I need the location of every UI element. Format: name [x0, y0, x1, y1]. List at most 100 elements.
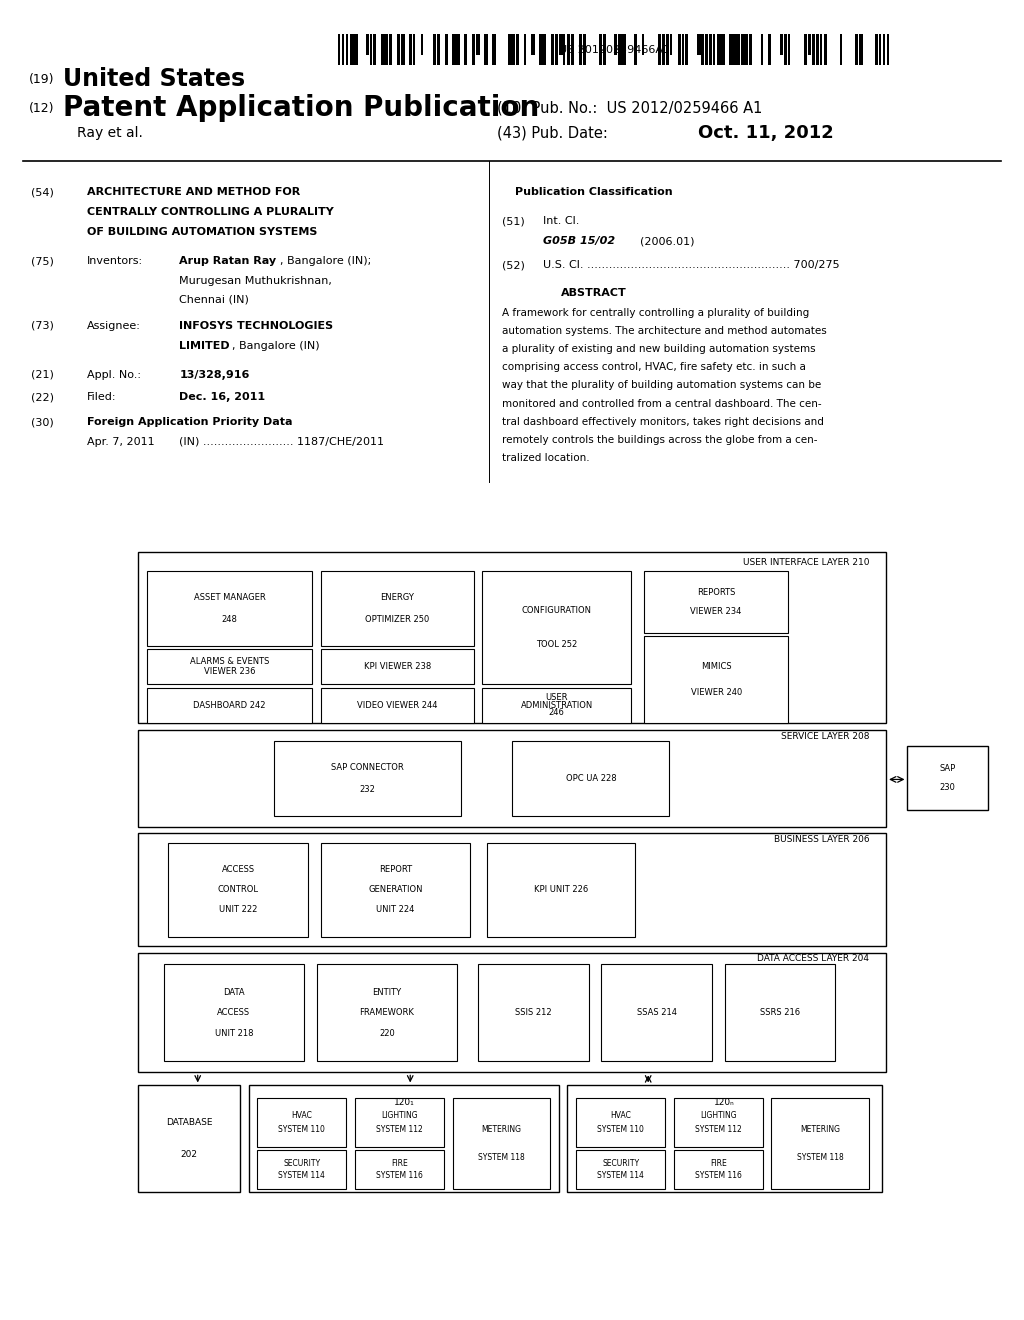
Bar	[381, 33, 385, 65]
Bar	[453, 1098, 551, 1189]
Bar	[146, 688, 312, 723]
Bar	[729, 33, 733, 65]
Bar	[749, 33, 752, 65]
Bar	[138, 552, 886, 723]
Bar	[531, 33, 536, 54]
Bar	[257, 1098, 346, 1147]
Bar	[583, 33, 587, 65]
Text: SECURITY: SECURITY	[284, 1159, 321, 1168]
Text: (73): (73)	[31, 321, 53, 331]
Text: A framework for centrally controlling a plurality of building: A framework for centrally controlling a …	[502, 308, 809, 318]
Bar	[555, 33, 558, 65]
Text: (19): (19)	[29, 73, 54, 86]
Text: DASHBOARD 242: DASHBOARD 242	[194, 701, 266, 710]
Bar	[274, 742, 461, 816]
Bar	[855, 33, 858, 65]
Text: Inventors:: Inventors:	[87, 256, 143, 267]
Text: SYSTEM 114: SYSTEM 114	[597, 1171, 644, 1180]
Text: DATABASE: DATABASE	[166, 1118, 213, 1127]
Text: SYSTEM 116: SYSTEM 116	[695, 1171, 741, 1180]
Bar	[713, 33, 716, 65]
Text: UNIT 218: UNIT 218	[215, 1030, 253, 1039]
Text: 232: 232	[359, 785, 376, 795]
Text: G05B 15/02: G05B 15/02	[543, 236, 614, 247]
Bar	[409, 33, 413, 65]
Text: METERING: METERING	[481, 1126, 521, 1134]
Text: monitored and controlled from a central dashboard. The cen-: monitored and controlled from a central …	[502, 399, 821, 409]
Bar	[355, 1150, 444, 1189]
Text: VIEWER 234: VIEWER 234	[690, 607, 741, 615]
Bar	[540, 33, 544, 65]
Bar	[563, 33, 565, 65]
Bar	[623, 33, 626, 65]
Bar	[761, 33, 763, 65]
Bar	[733, 33, 736, 65]
Text: (IN) ......................... 1187/CHE/2011: (IN) ......................... 1187/CHE/…	[179, 437, 384, 447]
Bar	[164, 965, 304, 1061]
Bar	[666, 33, 669, 65]
Text: USER: USER	[546, 693, 568, 702]
Bar	[575, 1098, 666, 1147]
Bar	[575, 1150, 666, 1189]
Text: 120ₙ: 120ₙ	[715, 1098, 735, 1107]
Text: REPORT: REPORT	[379, 865, 412, 874]
Text: Int. Cl.: Int. Cl.	[543, 216, 580, 227]
Text: VIDEO VIEWER 244: VIDEO VIEWER 244	[357, 701, 437, 710]
Bar	[670, 33, 673, 54]
Bar	[887, 33, 889, 65]
Text: 246: 246	[549, 709, 565, 718]
Bar	[823, 33, 826, 65]
Bar	[321, 843, 470, 937]
Text: Filed:: Filed:	[87, 392, 117, 403]
Bar	[397, 33, 399, 65]
Text: (75): (75)	[31, 256, 53, 267]
Bar	[685, 33, 688, 65]
Text: Appl. No.:: Appl. No.:	[87, 370, 141, 380]
Bar	[168, 843, 308, 937]
Text: remotely controls the buildings across the globe from a cen-: remotely controls the buildings across t…	[502, 436, 817, 445]
Bar	[907, 746, 988, 810]
Bar	[788, 33, 791, 65]
Bar	[567, 1085, 882, 1192]
Bar	[464, 33, 467, 65]
Text: SYSTEM 114: SYSTEM 114	[279, 1171, 326, 1180]
Bar	[820, 33, 822, 65]
Text: Publication Classification: Publication Classification	[515, 187, 673, 198]
Text: FRAMEWORK: FRAMEWORK	[359, 1008, 415, 1018]
Text: OF BUILDING AUTOMATION SYSTEMS: OF BUILDING AUTOMATION SYSTEMS	[87, 227, 317, 238]
Bar	[706, 33, 708, 65]
Bar	[710, 33, 713, 65]
Bar	[662, 33, 666, 65]
Bar	[457, 33, 460, 65]
Bar	[544, 33, 547, 65]
Bar	[478, 965, 589, 1061]
Text: (54): (54)	[31, 187, 53, 198]
Bar	[618, 33, 622, 65]
Bar	[551, 33, 554, 65]
Text: SYSTEM 110: SYSTEM 110	[597, 1126, 644, 1134]
Bar	[771, 1098, 869, 1189]
Text: 220: 220	[379, 1030, 394, 1039]
Bar	[674, 1150, 763, 1189]
Text: DATA ACCESS LAYER 204: DATA ACCESS LAYER 204	[757, 954, 869, 964]
Bar	[342, 33, 344, 65]
Text: Ray et al.: Ray et al.	[77, 127, 142, 140]
Bar	[559, 33, 563, 54]
Bar	[516, 33, 519, 65]
Text: 120₁: 120₁	[393, 1098, 415, 1107]
Text: , Bangalore (IN): , Bangalore (IN)	[232, 341, 321, 351]
Text: Apr. 7, 2011: Apr. 7, 2011	[87, 437, 155, 447]
Bar	[138, 730, 886, 826]
Text: ACCESS: ACCESS	[217, 1008, 251, 1018]
Text: DATA: DATA	[223, 987, 245, 997]
Text: ADMINISTRATION: ADMINISTRATION	[520, 701, 593, 710]
Text: automation systems. The architecture and method automates: automation systems. The architecture and…	[502, 326, 826, 335]
Bar	[484, 33, 487, 65]
Text: REPORTS: REPORTS	[697, 589, 735, 597]
Text: Arup Ratan Ray: Arup Ratan Ray	[179, 256, 276, 267]
Bar	[601, 965, 712, 1061]
Bar	[338, 33, 340, 65]
Text: Chennai (IN): Chennai (IN)	[179, 294, 249, 305]
Bar	[744, 33, 749, 65]
Text: HVAC: HVAC	[292, 1111, 312, 1119]
